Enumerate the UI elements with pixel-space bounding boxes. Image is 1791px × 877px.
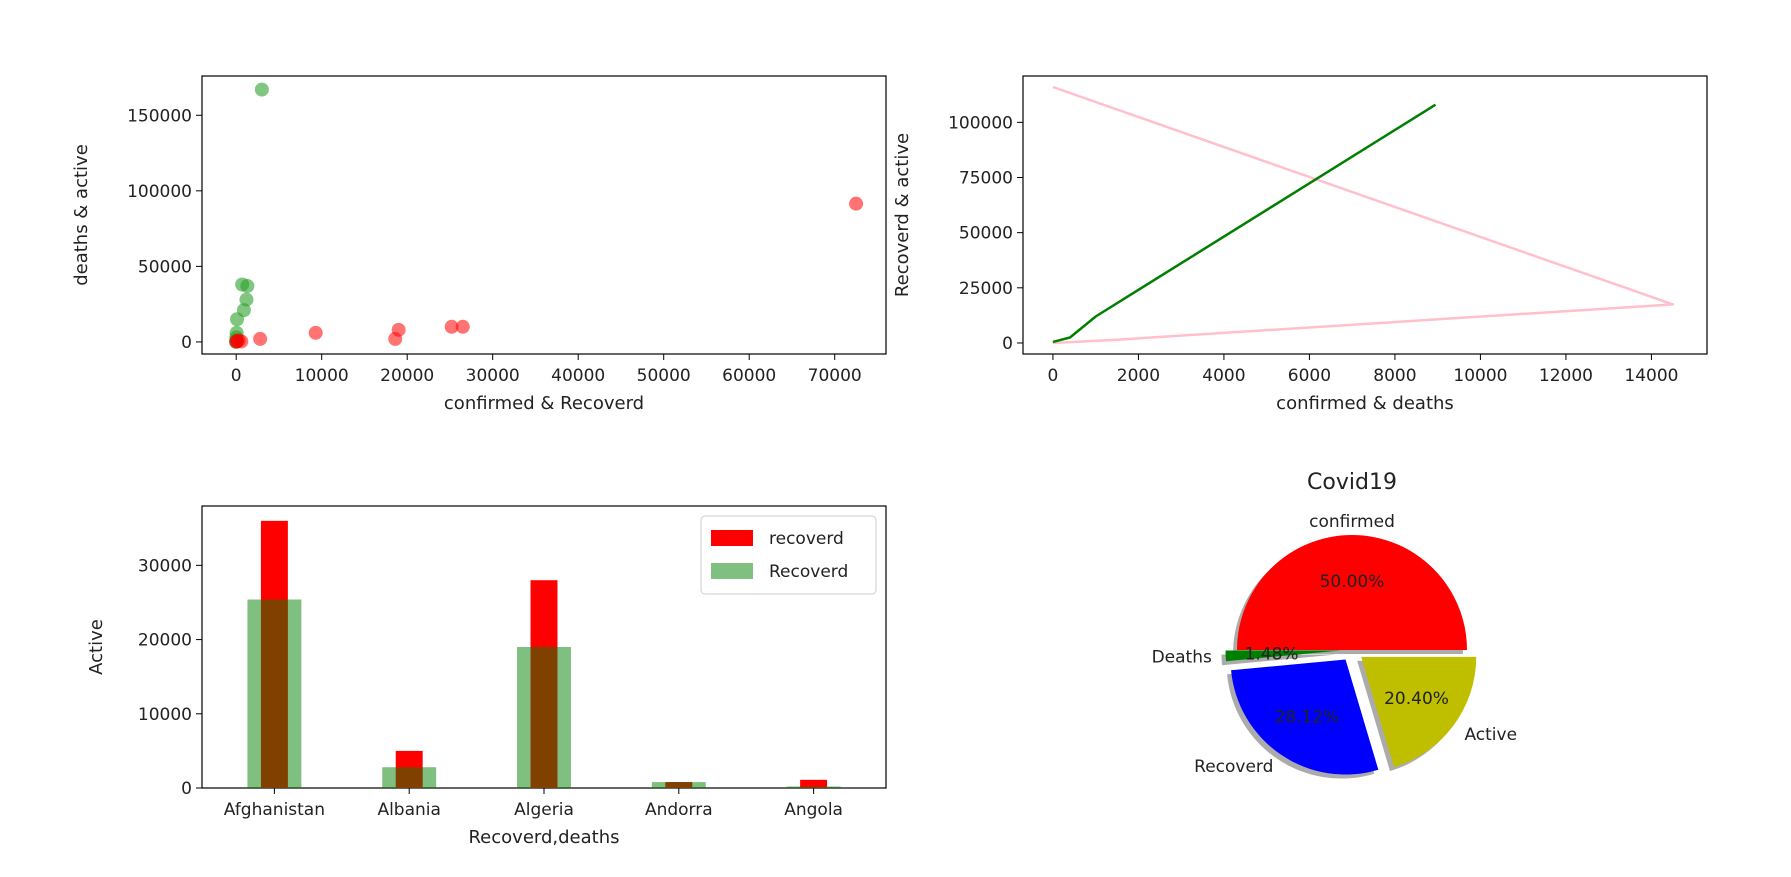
y-axis-label: deaths & active	[71, 144, 92, 286]
x-tick-label: 20000	[380, 366, 434, 386]
x-tick-label: Angola	[784, 800, 843, 820]
bar	[800, 779, 828, 788]
slice-pct-label: 28.12%	[1275, 708, 1340, 728]
y-axis-label: Recoverd & active	[892, 133, 913, 297]
y-tick-label: 0	[181, 333, 192, 353]
slice-pct-label: 50.00%	[1320, 572, 1385, 592]
y-tick-label: 10000	[138, 705, 192, 725]
plot-frame	[201, 75, 887, 355]
x-tick-label: 2000	[1117, 366, 1160, 386]
x-axis-label: confirmed & deaths	[1276, 393, 1454, 414]
pie-slice	[1361, 656, 1477, 768]
x-tick-label: 14000	[1624, 366, 1678, 386]
plot-frame	[1022, 75, 1708, 355]
x-axis-label: Recoverd,deaths	[468, 827, 619, 848]
y-axis-label: Active	[86, 619, 107, 675]
y-tick-label: 150000	[127, 106, 192, 126]
series-line	[1052, 85, 1675, 345]
y-tick-label: 50000	[959, 224, 1013, 244]
scatter-point	[239, 292, 254, 307]
legend-frame	[700, 515, 877, 595]
scatter-point	[455, 319, 470, 334]
y-tick-label: 0	[181, 779, 192, 799]
x-tick-label: Afghanistan	[224, 800, 325, 820]
x-tick-label: Algeria	[514, 800, 574, 820]
x-tick-label: Albania	[377, 800, 440, 820]
legend-swatch	[711, 563, 753, 579]
legend: recoverd Recoverd	[700, 515, 877, 595]
x-tick-label: 0	[231, 366, 242, 386]
y-tick-label: 0	[1002, 334, 1013, 354]
x-tick-label: 40000	[551, 366, 605, 386]
y-tick-label: 100000	[948, 113, 1013, 133]
pie-slice	[1225, 650, 1341, 662]
scatter-point	[253, 331, 268, 346]
x-axis-label: confirmed & Recoverd	[444, 393, 644, 414]
bar	[651, 782, 706, 788]
bar	[247, 599, 302, 788]
line-chart: 0 2000 4000 6000 8000 10000 12000 14000 0 25000 50…	[892, 75, 1708, 414]
x-tick-label: 10000	[1453, 366, 1507, 386]
y-tick-label: 50000	[138, 257, 192, 277]
scatter-point	[849, 196, 864, 211]
x-tick-label: 4000	[1202, 366, 1245, 386]
pie-chart: Covid19 confirmed 50.00% Deaths 1.48% Recover…	[1152, 470, 1517, 779]
bar-chart: 0 10000 20000 30000 Afghanistan Albania Algeri…	[86, 505, 887, 848]
slice-label: Deaths	[1152, 648, 1212, 668]
y-tick-label: 20000	[138, 631, 192, 651]
x-tick-label: 8000	[1373, 366, 1416, 386]
slice-label: confirmed	[1309, 512, 1395, 532]
scatter-point	[229, 334, 244, 349]
scatter-point	[254, 82, 269, 97]
x-tick-label: 50000	[637, 366, 691, 386]
y-tick-label: 25000	[959, 279, 1013, 299]
x-tick-label: 0	[1048, 366, 1059, 386]
bar	[517, 647, 571, 788]
bar	[786, 786, 841, 788]
x-tick-label: Andorra	[645, 800, 713, 820]
slice-label: Active	[1464, 725, 1517, 745]
chart-title: Covid19	[1307, 470, 1397, 495]
x-tick-label: 30000	[466, 366, 520, 386]
bar	[382, 767, 437, 788]
slice-pct-label: 20.40%	[1384, 689, 1449, 709]
legend-label: Recoverd	[769, 562, 848, 582]
y-tick-label: 75000	[959, 168, 1013, 188]
pie-slice	[1237, 535, 1467, 650]
x-tick-label: 6000	[1288, 366, 1331, 386]
slice-pct-label: 1.48%	[1245, 645, 1299, 665]
scatter-point	[444, 319, 459, 334]
scatter-point	[230, 312, 245, 327]
x-tick-label: 60000	[722, 366, 776, 386]
y-tick-label: 100000	[127, 182, 192, 202]
pie-slice	[1231, 659, 1379, 775]
x-tick-label: 12000	[1539, 366, 1593, 386]
y-tick-label: 30000	[138, 556, 192, 576]
series-line	[1052, 103, 1437, 344]
x-tick-label: 70000	[808, 366, 862, 386]
x-tick-label: 10000	[295, 366, 349, 386]
scatter-point	[308, 325, 323, 340]
legend-label: recoverd	[769, 529, 844, 549]
slice-label: Recoverd	[1194, 757, 1273, 777]
scatter-point	[235, 277, 250, 292]
scatter-chart: 0 10000 20000 30000 40000 50000 60000 70000 0 500…	[71, 75, 887, 414]
scatter-point	[388, 331, 403, 346]
legend-swatch	[711, 530, 753, 546]
